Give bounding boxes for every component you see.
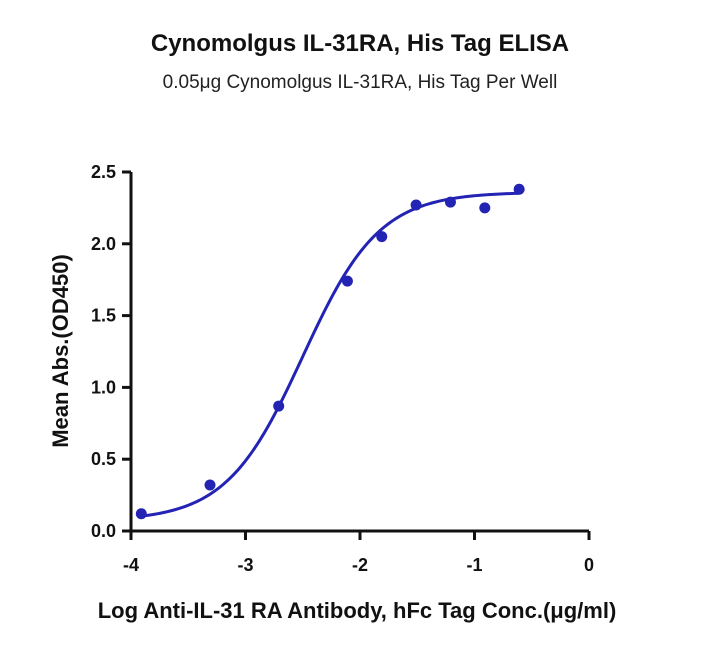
data-point: [410, 199, 422, 211]
x-tick-label: -2: [352, 555, 368, 575]
data-point: [376, 231, 388, 243]
x-tick-label: -3: [237, 555, 253, 575]
chart-title: Cynomolgus IL-31RA, His Tag ELISA: [150, 30, 570, 57]
y-tick-label: 2.5: [91, 162, 116, 182]
y-tick-label: 2.0: [91, 234, 116, 254]
data-point: [341, 275, 353, 287]
x-tick-label: -1: [466, 555, 482, 575]
x-axis-label: Log Anti-IL-31 RA Antibody, hFc Tag Conc…: [98, 598, 617, 623]
data-point: [444, 196, 456, 208]
y-axis-label: Mean Abs.(OD450): [48, 254, 73, 448]
data-point: [513, 183, 525, 195]
y-tick-label: 1.0: [91, 377, 116, 397]
fit-curve: [141, 191, 520, 518]
chart-subtitle: 0.05μg Cynomolgus IL-31RA, His Tag Per W…: [162, 72, 558, 93]
x-tick-label: -4: [123, 555, 139, 575]
data-point: [479, 202, 491, 214]
data-point: [273, 400, 285, 412]
data-points: [135, 183, 525, 520]
y-tick-label: 0.5: [91, 449, 116, 469]
y-tick-label: 1.5: [91, 306, 116, 326]
axes: [122, 170, 591, 540]
data-point: [204, 479, 216, 491]
data-point: [135, 508, 147, 520]
y-tick-label: 0.0: [91, 521, 116, 541]
tick-labels: 0.0 0.5 1.0 1.5 2.0 2.5 -4 -3 -2 -1 0: [91, 162, 594, 575]
x-tick-label: 0: [584, 555, 594, 575]
